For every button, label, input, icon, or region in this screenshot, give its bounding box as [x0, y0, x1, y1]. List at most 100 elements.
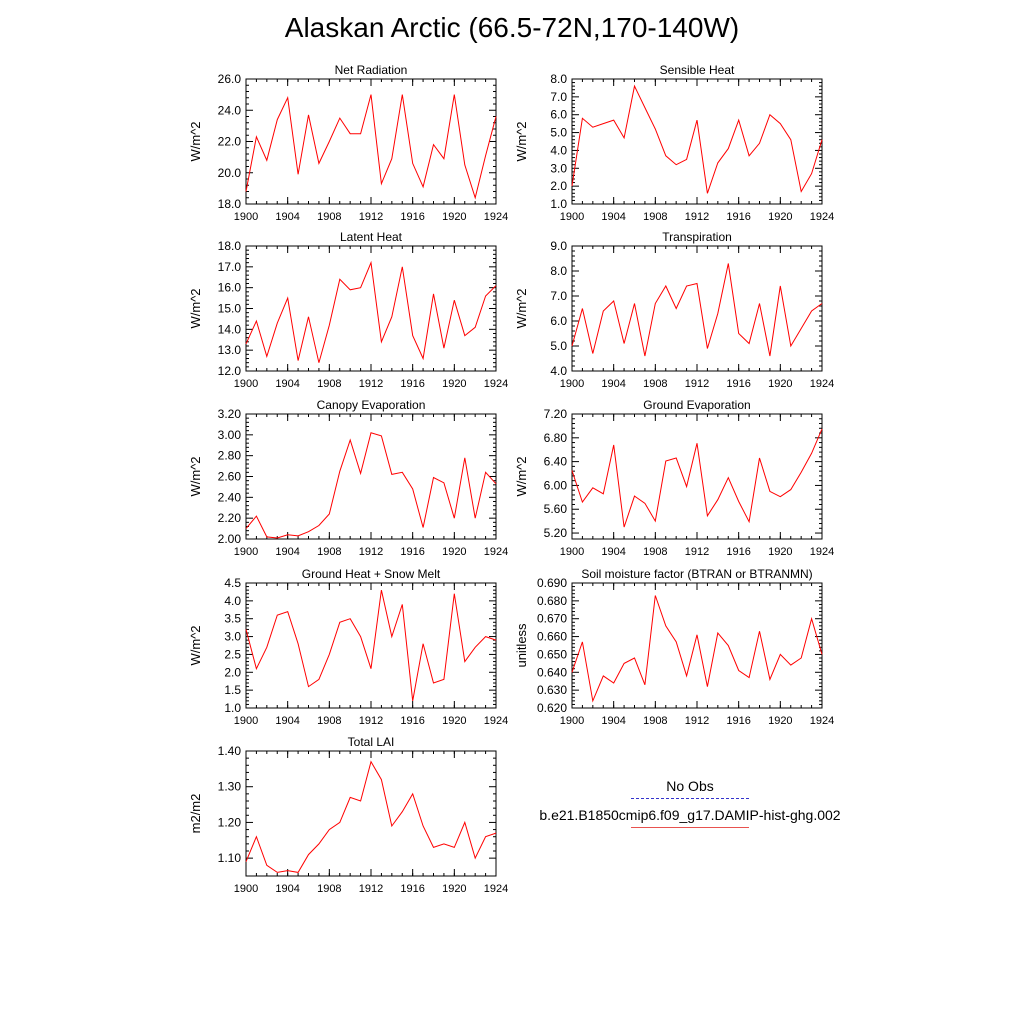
y-tick-label: 7.20	[544, 407, 568, 421]
y-tick-label: 0.650	[537, 647, 567, 661]
y-tick-label: 6.40	[544, 455, 568, 469]
y-tick-label: 6.0	[550, 314, 567, 328]
plot-frame	[245, 750, 497, 877]
x-tick-label: 1908	[643, 715, 667, 727]
y-tick-label: 1.0	[224, 701, 241, 715]
y-tick-label: 18.0	[218, 197, 242, 211]
y-tick-label: 14.0	[218, 322, 242, 336]
chart-panel-1: Net Radiation W/m^2 1900 1904 1908 1912 1916 19…	[188, 63, 508, 223]
x-tick-label: 1924	[810, 211, 834, 223]
y-tick-label: 24.0	[218, 103, 242, 117]
y-tick-label: 3.0	[550, 161, 567, 175]
x-tick-label: 1920	[768, 378, 792, 390]
x-tick-label: 1920	[442, 378, 466, 390]
x-tick-label: 1900	[234, 211, 258, 223]
y-tick-label: 3.00	[218, 428, 242, 442]
x-tick-label: 1924	[484, 378, 508, 390]
x-tick-label: 1908	[643, 546, 667, 558]
x-tick-label: 1900	[560, 546, 584, 558]
legend-model-line	[631, 827, 749, 828]
legend-obs-line	[631, 798, 749, 799]
y-tick-label: 7.0	[550, 90, 567, 104]
x-tick-label: 1920	[768, 211, 792, 223]
x-tick-label: 1900	[560, 715, 584, 727]
y-tick-label: 1.40	[218, 744, 242, 758]
chart-panel-7: Ground Heat + Snow Melt W/m^2 1900 1904 1908…	[188, 567, 508, 727]
x-tick-label: 1904	[601, 378, 625, 390]
chart-panel-6: Ground Evaporation W/m^2 1900 1904 1908 1912 1…	[514, 398, 834, 558]
y-tick-label: 2.20	[218, 511, 242, 525]
x-tick-label: 1908	[643, 211, 667, 223]
x-tick-label: 1908	[317, 211, 341, 223]
y-tick-label: 20.0	[218, 166, 242, 180]
y-tick-label: 1.5	[224, 683, 241, 697]
y-axis-label: unitless	[514, 623, 529, 668]
x-tick-label: 1912	[685, 546, 709, 558]
plot-frame	[571, 413, 823, 540]
plot-frame	[571, 582, 823, 709]
y-axis-label: W/m^2	[188, 456, 203, 496]
x-tick-label: 1912	[359, 378, 383, 390]
y-axis-label: W/m^2	[514, 456, 529, 496]
y-tick-label: 8.0	[550, 72, 567, 86]
panel-title: Total LAI	[348, 735, 395, 749]
x-tick-label: 1912	[685, 211, 709, 223]
y-axis-label: W/m^2	[514, 121, 529, 161]
plot-frame	[245, 582, 497, 709]
y-tick-label: 5.20	[544, 526, 568, 540]
panel-title: Ground Evaporation	[643, 398, 750, 412]
y-tick-label: 3.0	[224, 630, 241, 644]
x-tick-label: 1924	[810, 715, 834, 727]
series-line-1	[571, 84, 823, 194]
x-tick-label: 1904	[601, 546, 625, 558]
y-tick-label: 1.30	[218, 780, 242, 794]
y-tick-label: 16.0	[218, 281, 242, 295]
y-tick-label: 8.0	[550, 264, 567, 278]
x-tick-label: 1924	[484, 883, 508, 895]
y-axis-label: W/m^2	[188, 121, 203, 161]
y-tick-label: 5.60	[544, 502, 568, 516]
x-tick-label: 1904	[275, 715, 299, 727]
y-tick-label: 0.660	[537, 630, 567, 644]
y-tick-label: 7.0	[550, 289, 567, 303]
y-tick-label: 4.0	[550, 364, 567, 378]
y-tick-label: 2.00	[218, 532, 242, 546]
x-tick-label: 1900	[560, 378, 584, 390]
x-tick-label: 1916	[726, 546, 750, 558]
x-tick-label: 1920	[442, 715, 466, 727]
x-tick-label: 1924	[810, 546, 834, 558]
x-tick-label: 1916	[400, 546, 424, 558]
panel-title: Transpiration	[662, 230, 732, 244]
y-tick-label: 6.0	[550, 108, 567, 122]
y-tick-label: 1.10	[218, 851, 242, 865]
x-tick-label: 1904	[275, 546, 299, 558]
x-tick-label: 1900	[234, 715, 258, 727]
x-tick-label: 1904	[275, 378, 299, 390]
x-tick-label: 1912	[359, 546, 383, 558]
legend-obs-label: No Obs	[666, 778, 714, 794]
y-tick-label: 4.5	[224, 576, 241, 590]
series-line-1	[245, 94, 497, 200]
plot-frame	[571, 78, 823, 205]
x-tick-label: 1904	[601, 715, 625, 727]
y-tick-label: 0.690	[537, 576, 567, 590]
x-tick-label: 1900	[560, 211, 584, 223]
y-tick-label: 6.80	[544, 431, 568, 445]
y-axis-label: W/m^2	[514, 288, 529, 328]
x-tick-label: 1916	[400, 883, 424, 895]
y-tick-label: 22.0	[218, 135, 242, 149]
x-tick-label: 1904	[275, 211, 299, 223]
x-tick-label: 1900	[234, 883, 258, 895]
y-tick-label: 26.0	[218, 72, 242, 86]
y-tick-label: 12.0	[218, 364, 242, 378]
chart-panel-8: Soil moisture factor (BTRAN or BTRANMN) u…	[514, 567, 834, 727]
y-tick-label: 9.0	[550, 239, 567, 253]
x-tick-label: 1912	[359, 715, 383, 727]
x-tick-label: 1908	[317, 715, 341, 727]
y-tick-label: 5.0	[550, 126, 567, 140]
x-tick-label: 1908	[317, 546, 341, 558]
x-tick-label: 1916	[400, 715, 424, 727]
x-tick-label: 1912	[685, 715, 709, 727]
y-tick-label: 6.00	[544, 478, 568, 492]
